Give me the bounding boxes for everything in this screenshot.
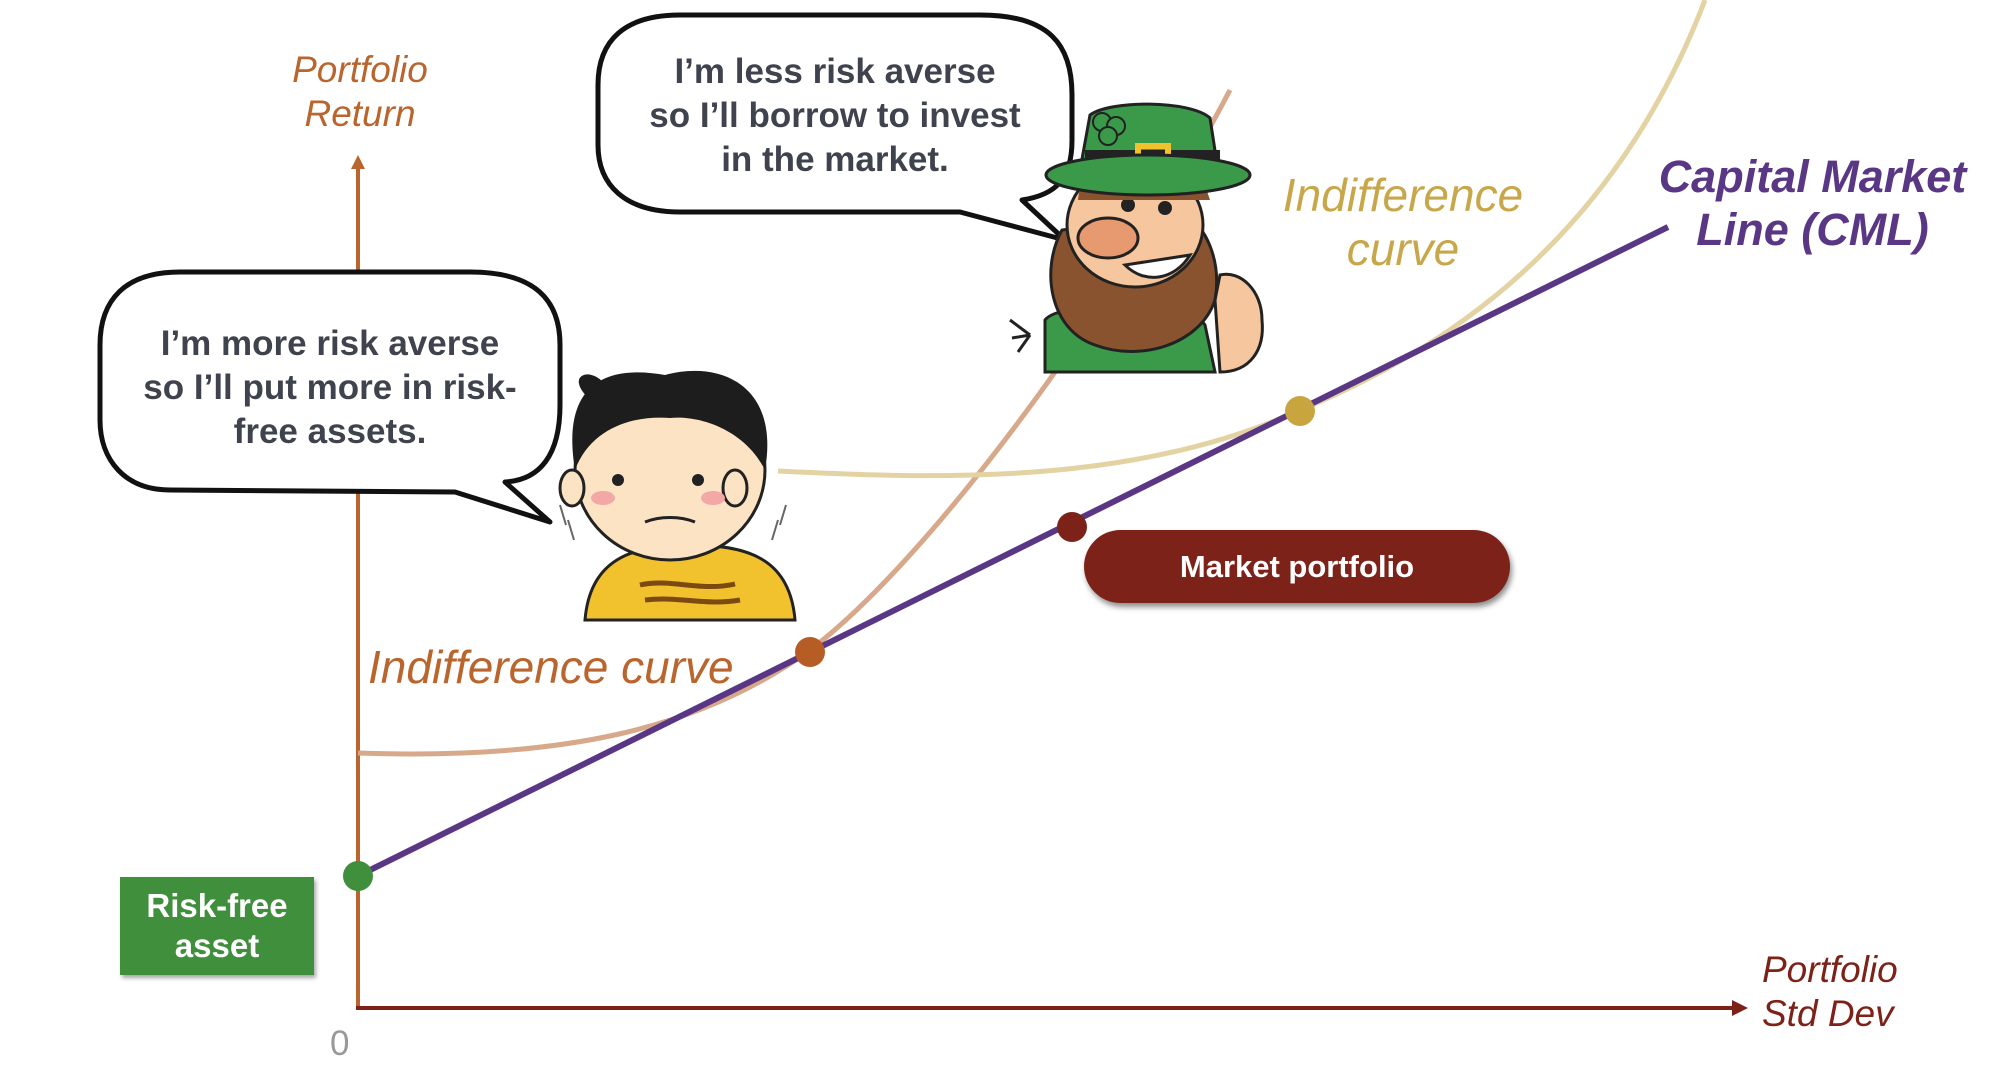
- risk-free-asset-label: Risk-free asset: [120, 877, 314, 975]
- bubble-line: in the market.: [721, 140, 949, 179]
- nervous-child-icon: [558, 370, 797, 622]
- risk-free-asset-point: [343, 861, 373, 891]
- bubble-line: I’m less risk averse: [674, 52, 996, 91]
- less-averse-tangency-point: [1285, 396, 1315, 426]
- capital-market-line: [356, 224, 1670, 879]
- market-portfolio-point: [1057, 512, 1087, 542]
- x-axis-title: Portfolio Std Dev: [1762, 949, 1898, 1034]
- speech-bubble-averse: [97, 269, 563, 525]
- y-axis-title: Portfolio Return: [292, 49, 428, 134]
- market-portfolio-label: Market portfolio: [1084, 530, 1510, 603]
- indifference-curve-left-label: Indifference curve: [368, 641, 734, 693]
- bubble-line: free assets.: [233, 412, 427, 451]
- cml-label: Capital Market Line (CML): [1658, 151, 1967, 255]
- bubble-line: I’m more risk averse: [160, 324, 500, 363]
- leprechaun-icon: [1009, 102, 1264, 374]
- origin-label: 0: [330, 1024, 350, 1063]
- speech-bubble-averse-text: I’m more risk averse so I’ll put more in…: [100, 322, 560, 454]
- speech-bubble-less-averse-text: I’m less risk averse so I’ll borrow to i…: [598, 50, 1072, 182]
- bubble-line: so I’ll put more in risk-: [143, 368, 517, 407]
- averse-tangency-point: [795, 637, 825, 667]
- indifference-curve-right-label: Indifference curve: [1282, 169, 1524, 275]
- speech-bubble-less-averse: [595, 12, 1075, 243]
- bubble-line: so I’ll borrow to invest: [649, 96, 1021, 135]
